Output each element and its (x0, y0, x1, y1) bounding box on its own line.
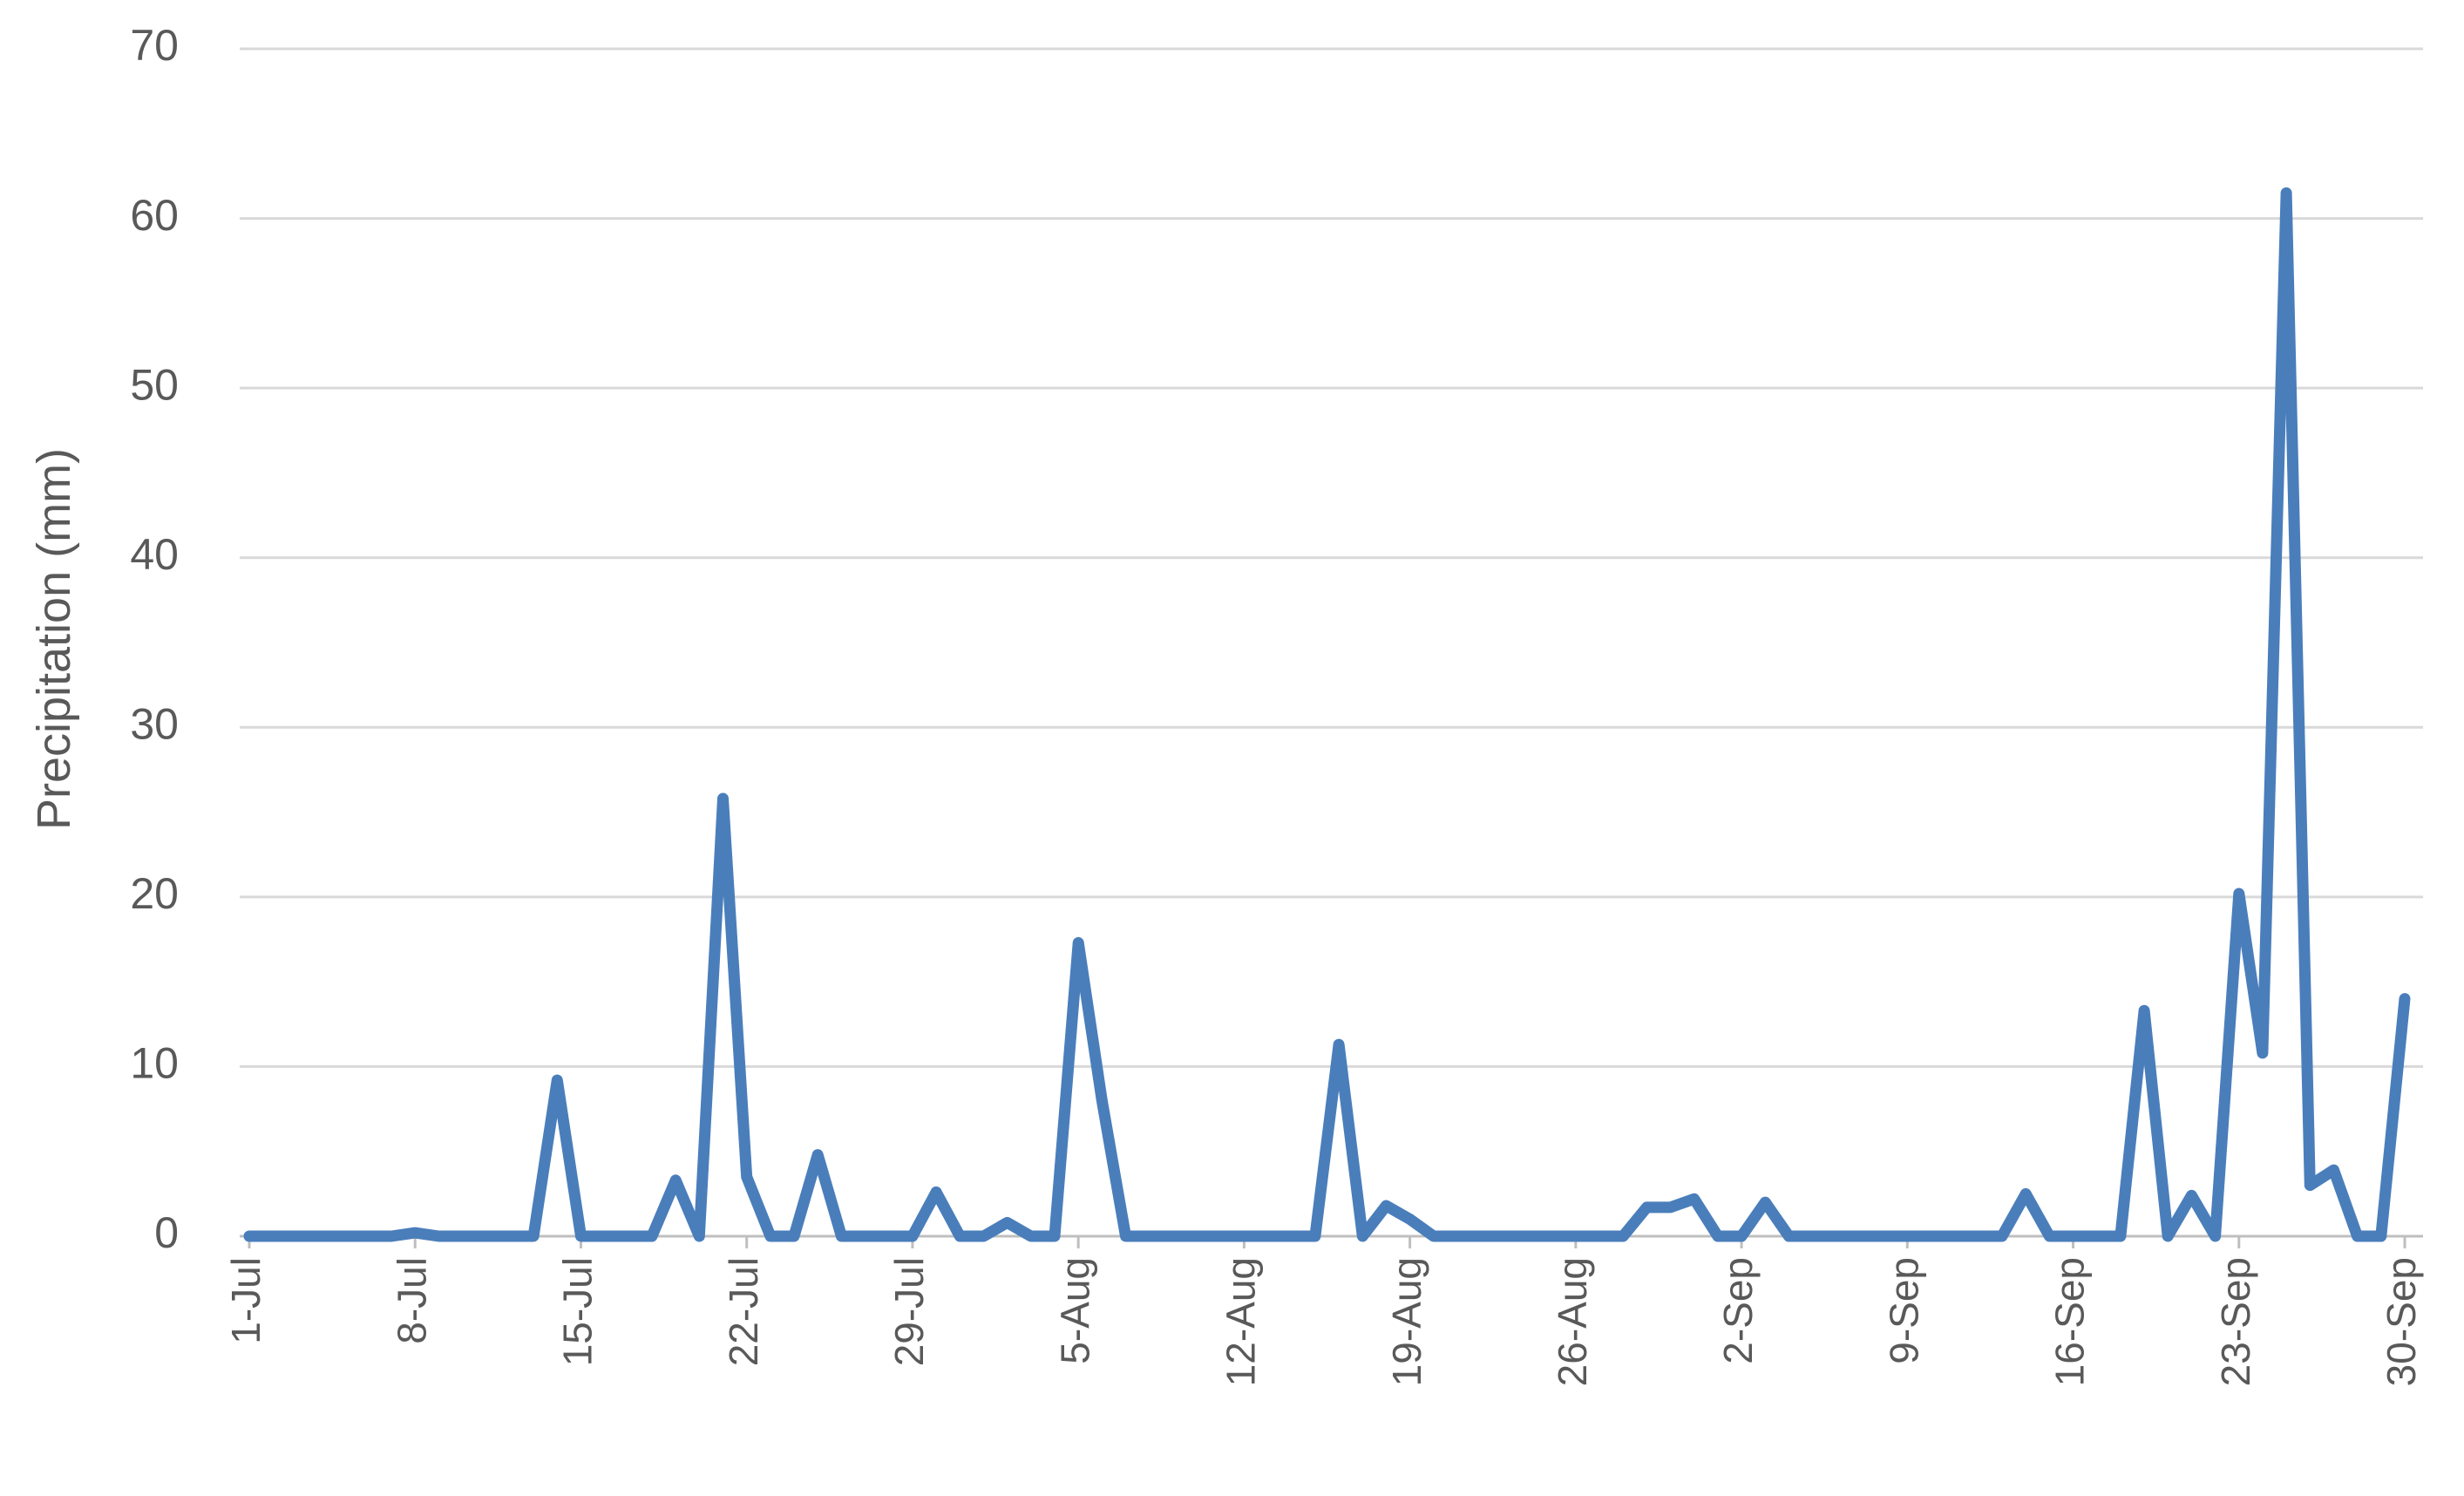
x-tick-label: 26-Aug (1550, 1257, 1595, 1386)
x-tick-label: 23-Sep (2213, 1257, 2258, 1386)
x-tick-label: 8-Jul (389, 1257, 434, 1344)
y-tick-label: 20 (130, 869, 179, 918)
x-tick-label: 16-Sep (2047, 1257, 2093, 1386)
y-tick-label: 0 (154, 1208, 179, 1257)
x-tick-label: 22-Jul (721, 1257, 766, 1366)
data-line (243, 187, 2411, 1242)
y-tick-label: 10 (130, 1039, 179, 1088)
x-tick-label: 15-Jul (555, 1257, 601, 1366)
x-tick-label: 2-Sep (1715, 1257, 1761, 1364)
y-tick-label: 70 (130, 21, 179, 70)
y-axis-label: Precipitation (mm) (28, 448, 80, 830)
x-tick-label: 30-Sep (2379, 1257, 2424, 1386)
x-tick-label: 19-Aug (1384, 1257, 1429, 1386)
y-tick-label: 50 (130, 360, 179, 409)
x-tick-label: 29-Jul (886, 1257, 932, 1366)
y-tick-label: 60 (130, 191, 179, 240)
y-tick-label: 30 (130, 699, 179, 748)
x-tick-label: 5-Aug (1052, 1257, 1097, 1364)
x-tick-label: 9-Sep (1881, 1257, 1926, 1364)
x-tick-label: 1-Jul (223, 1257, 268, 1344)
y-tick-label: 40 (130, 530, 179, 579)
x-tick-label: 12-Aug (1218, 1257, 1264, 1386)
